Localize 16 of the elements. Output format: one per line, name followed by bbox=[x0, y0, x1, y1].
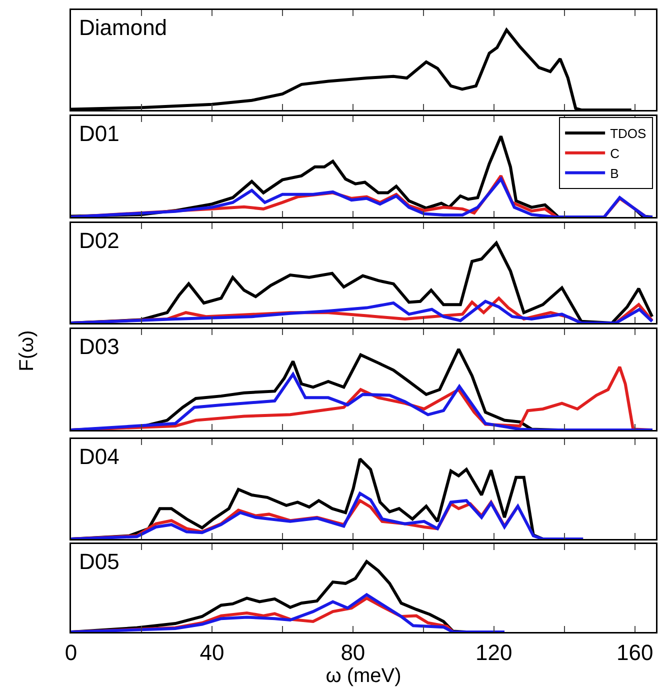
chart-title: D04 bbox=[79, 444, 120, 469]
legend-label: TDOS bbox=[610, 126, 647, 142]
chart-title: D01 bbox=[79, 121, 120, 146]
legend-label: B bbox=[610, 166, 619, 181]
x-tick-label: 160 bbox=[616, 640, 654, 665]
chart-title: Diamond bbox=[79, 15, 168, 40]
chart-title: D02 bbox=[79, 228, 120, 253]
x-tick-label: 0 bbox=[64, 640, 78, 665]
chart-title: D05 bbox=[79, 549, 120, 574]
y-axis-title: F(ω) bbox=[16, 330, 38, 372]
x-tick-label: 120 bbox=[476, 640, 512, 665]
chart-title: D03 bbox=[79, 334, 120, 359]
legend-label: C bbox=[610, 146, 620, 161]
x-tick-label: 80 bbox=[340, 640, 366, 665]
x-tick-label: 40 bbox=[200, 640, 224, 665]
x-axis-title: ω (meV) bbox=[326, 665, 402, 688]
